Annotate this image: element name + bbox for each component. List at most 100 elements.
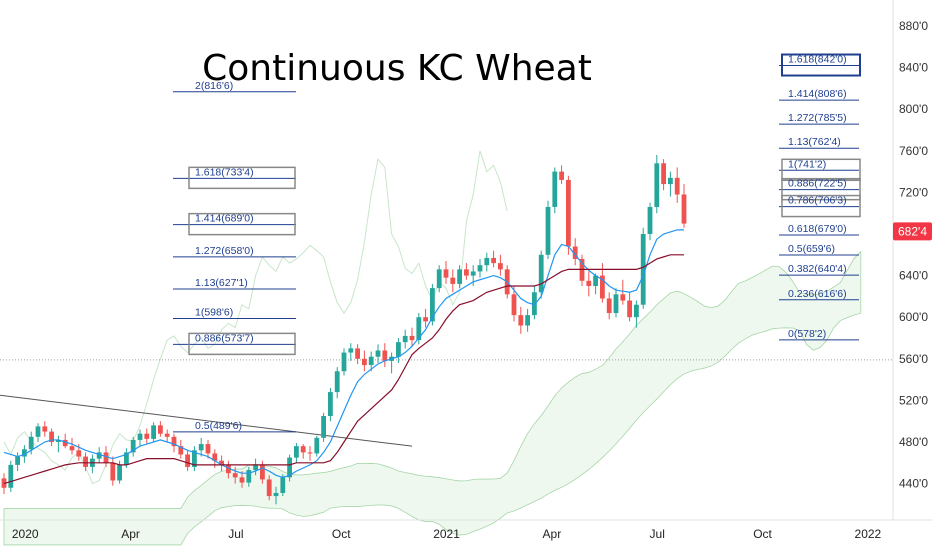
candle	[640, 227, 646, 309]
candle	[566, 175, 571, 255]
candle	[35, 423, 41, 442]
current-price-tag[interactable]: 682'4	[893, 222, 932, 241]
candle	[49, 428, 54, 447]
candle	[355, 344, 360, 364]
candle	[457, 265, 462, 289]
fib-right-level-label: 0(578'2)	[788, 328, 826, 340]
candle	[572, 238, 578, 266]
candle-body	[450, 277, 456, 284]
x-tick-label: 2021	[433, 527, 460, 541]
fib-left-level-label: 1.414(689'0)	[195, 213, 254, 225]
candle	[362, 350, 367, 372]
candle-body	[654, 163, 660, 207]
candle-body	[606, 298, 612, 314]
candle-body	[362, 358, 367, 366]
fib-right-level[interactable]: 1.414(808'6)	[779, 88, 859, 101]
fib-right-level[interactable]: 0.236(616'6)	[779, 288, 859, 301]
candle	[552, 167, 558, 214]
fib-extension-right[interactable]: 1.618(842'0) 1.414(808'6) 1.272(785'5) 1.13…	[779, 53, 861, 341]
fib-right-level[interactable]: 0.886(722'5)	[779, 178, 861, 201]
candle	[171, 433, 177, 453]
candle-body	[620, 294, 626, 301]
candle-body	[56, 439, 61, 442]
candle-body	[423, 317, 428, 322]
candle-body	[28, 436, 34, 450]
fib-left-level[interactable]: 1.13(627'1)	[173, 277, 296, 290]
fib-left-level[interactable]: 0.5(489'6)	[173, 420, 296, 433]
y-tick-label: 800'0	[899, 102, 928, 116]
fib-right-level[interactable]: 0(578'2)	[779, 328, 859, 341]
fib-left-level-label: 1(598'6)	[195, 307, 233, 319]
fib-left-level[interactable]: 1.414(689'0)	[173, 213, 296, 236]
candle	[606, 292, 612, 320]
candle	[491, 250, 496, 268]
candle-body	[416, 317, 422, 341]
candle-body	[511, 294, 517, 316]
candle	[185, 450, 190, 472]
current-price-label: 682'4	[898, 224, 927, 238]
candle-body	[668, 177, 673, 185]
candle-body	[266, 479, 272, 497]
fib-right-level[interactable]: 1.618(842'0)	[779, 53, 861, 77]
x-tick-label: Oct	[753, 527, 772, 541]
candle	[328, 387, 333, 422]
candle	[314, 435, 320, 457]
candle	[273, 486, 279, 505]
fib-right-level[interactable]: 1.13(762'4)	[779, 136, 859, 149]
candle-body	[76, 450, 82, 457]
candle	[198, 437, 204, 457]
candle-body	[314, 437, 320, 454]
candle-body	[130, 439, 136, 453]
candle	[246, 466, 252, 487]
candle	[668, 171, 673, 197]
candle-body	[198, 444, 204, 451]
candle	[674, 167, 680, 203]
candle-body	[566, 179, 571, 247]
fib-right-level[interactable]: 0.618(679'0)	[779, 223, 859, 236]
candle	[443, 261, 449, 284]
candle-body	[538, 254, 544, 293]
y-tick-label: 880'0	[899, 19, 928, 33]
candle-body	[464, 269, 469, 276]
fib-left-level[interactable]: 1.272(658'0)	[173, 245, 296, 258]
candle-body	[436, 269, 442, 289]
fib-left-level-label: 1.272(658'0)	[195, 245, 254, 257]
candle-body	[532, 292, 537, 316]
fib-left-level[interactable]: 2(816'6)	[173, 80, 296, 93]
candle-body	[457, 269, 462, 284]
fib-left-level[interactable]: 1.618(733'4)	[173, 166, 296, 190]
candle	[110, 456, 116, 486]
fib-right-level[interactable]: 0.5(659'6)	[779, 243, 859, 256]
candle	[525, 308, 530, 332]
candle-body	[484, 257, 490, 266]
fast-line	[3, 229, 684, 478]
x-tick-label: Oct	[332, 527, 351, 541]
candle	[627, 292, 632, 322]
fib-left-level[interactable]: 1(598'6)	[173, 307, 296, 319]
fib-right-level[interactable]: 0.382(640'4)	[779, 263, 859, 276]
candle-body	[681, 194, 687, 224]
x-tick-label: Apr	[121, 527, 140, 541]
fib-right-level[interactable]: 0.786(706'3)	[779, 195, 861, 218]
candle	[375, 344, 381, 363]
chart-title: Continuous KC Wheat	[202, 48, 592, 89]
fib-extension-left[interactable]: 2(816'6) 1.618(733'4) 1.414(689'0) 1.272(65…	[173, 80, 296, 433]
trendline[interactable]	[0, 394, 413, 447]
fib-left-level[interactable]: 0.886(573'7)	[173, 332, 296, 356]
candle-body	[491, 257, 496, 264]
candle	[321, 412, 326, 442]
fib-right-level[interactable]: 1(741'2)	[779, 158, 861, 182]
candle	[450, 269, 456, 293]
candle-body	[355, 348, 360, 359]
fib-right-level[interactable]: 1.272(785'5)	[779, 112, 859, 125]
candle-body	[158, 425, 163, 434]
candle-body	[49, 431, 54, 442]
y-tick-label: 480'0	[899, 435, 928, 449]
candle	[239, 471, 245, 488]
fib-right-level-box	[781, 158, 861, 182]
candle-body	[613, 294, 619, 314]
candle-body	[600, 275, 605, 299]
candle-body	[62, 439, 68, 447]
y-tick-label: 720'0	[899, 185, 928, 199]
candle	[42, 421, 48, 437]
